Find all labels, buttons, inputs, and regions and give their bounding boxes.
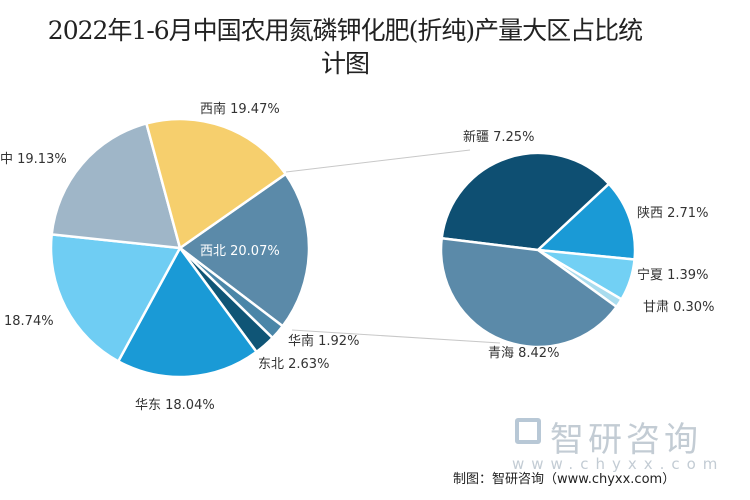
chart-title: 2022年1-6月中国农用氮磷钾化肥(折纯)产量大区占比统 计图: [0, 14, 690, 80]
watermark-brand: 智研咨询: [550, 420, 702, 460]
label-huabei: 18.74%: [4, 314, 54, 329]
main-slice-西南: [144, 117, 288, 251]
label-xinan: 西南 19.47%: [200, 101, 280, 117]
label-ningxia: 宁夏 1.39%: [637, 267, 708, 283]
main-slice-华中: [50, 121, 182, 250]
watermark-logo-icon: [515, 418, 541, 444]
label-huazhong: 中 19.13%: [0, 152, 67, 167]
secondary-slice-新疆: [440, 151, 611, 252]
source-note: 制图：智研咨询（www.chyxx.com）: [453, 472, 676, 487]
main-slice-华北: [49, 233, 182, 363]
secondary-slice-陕西: [535, 182, 637, 261]
label-xinjiang: 新疆 7.25%: [463, 129, 534, 145]
main-slice-西北: [177, 172, 311, 328]
watermark-url: www.chyxx.com: [512, 455, 725, 473]
label-gansu: 甘肃 0.30%: [643, 300, 714, 315]
secondary-slice-青海: [439, 236, 619, 349]
chart-title-line2: 计图: [320, 49, 370, 78]
connector-line-top: [285, 149, 471, 173]
label-xibei: 西北 20.07%: [200, 244, 280, 259]
connector-line-bottom: [291, 329, 501, 344]
label-huadong: 华东 18.04%: [135, 398, 215, 413]
label-qinghai: 青海 8.42%: [488, 346, 559, 361]
main-slice-华东: [116, 245, 259, 379]
label-shaanxi: 陕西 2.71%: [637, 206, 708, 221]
label-dongbei: 东北 2.63%: [258, 357, 329, 372]
chart-title-line1: 2022年1-6月中国农用氮磷钾化肥(折纯)产量大区占比统: [47, 16, 643, 45]
label-huanan: 华南 1.92%: [288, 333, 359, 349]
